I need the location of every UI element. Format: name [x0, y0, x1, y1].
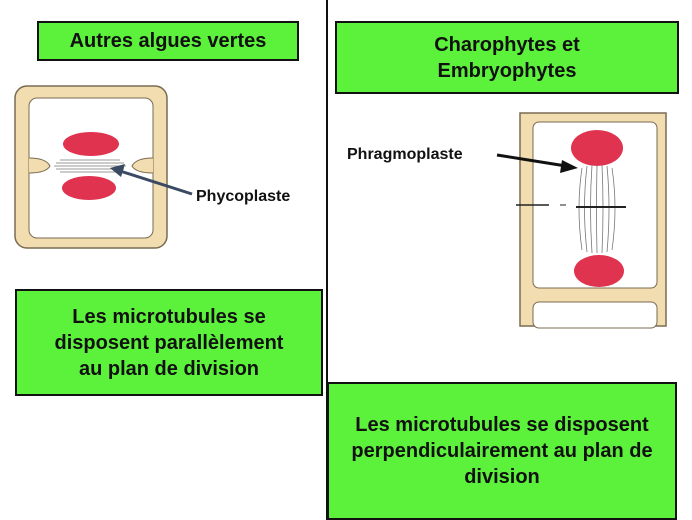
description-right-text: Les microtubules se disposent perpendicu…	[351, 414, 653, 488]
description-left: Les microtubules se disposent parallèlem…	[15, 289, 323, 396]
title-right-line1: Charophytes et	[434, 33, 580, 56]
title-other-green-algae-text: Autres algues vertes	[69, 30, 267, 52]
nucleus-top-left	[63, 132, 119, 156]
description-left-text: Les microtubules se disposent parallèlem…	[54, 305, 284, 380]
phragmoplaste-label: Phragmoplaste	[347, 146, 463, 163]
title-right-line2: Embryophytes	[437, 59, 577, 82]
vertical-divider	[326, 0, 328, 520]
phycoplaste-label: Phycoplaste	[196, 188, 290, 205]
title-other-green-algae: Autres algues vertes	[37, 21, 299, 61]
description-right: Les microtubules se disposent perpendicu…	[327, 382, 677, 520]
nucleus-bottom-right	[574, 255, 624, 287]
nucleus-top-right	[571, 130, 623, 166]
phragmoplast-microtubules	[578, 164, 616, 254]
title-charophytes-embryophytes: Charophytes et Embryophytes	[335, 21, 679, 94]
phragmoplast-cell	[496, 112, 667, 329]
nucleus-bottom-left	[62, 176, 116, 200]
phycoplast-cell	[14, 85, 193, 249]
